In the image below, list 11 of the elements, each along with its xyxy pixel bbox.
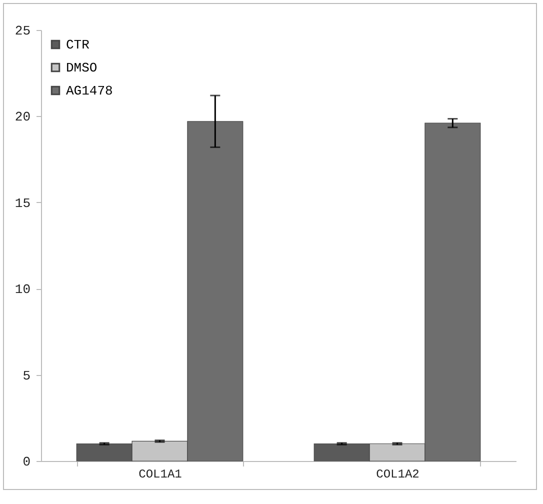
y-tick-label: 25 [14,24,30,38]
y-tick-label: 0 [22,454,30,470]
y-tick-label: 15 [14,196,30,211]
y-tick-label: 5 [22,368,30,384]
x-tick-label: COL1A1 [138,468,182,482]
legend-label: DMSO [66,60,98,76]
y-tick-label: 20 [14,110,30,125]
legend-label: CTR [66,38,90,52]
x-tick-label: COL1A2 [376,468,420,482]
legend-label: AG1478 [66,84,113,98]
y-tick-label: 10 [14,282,30,298]
